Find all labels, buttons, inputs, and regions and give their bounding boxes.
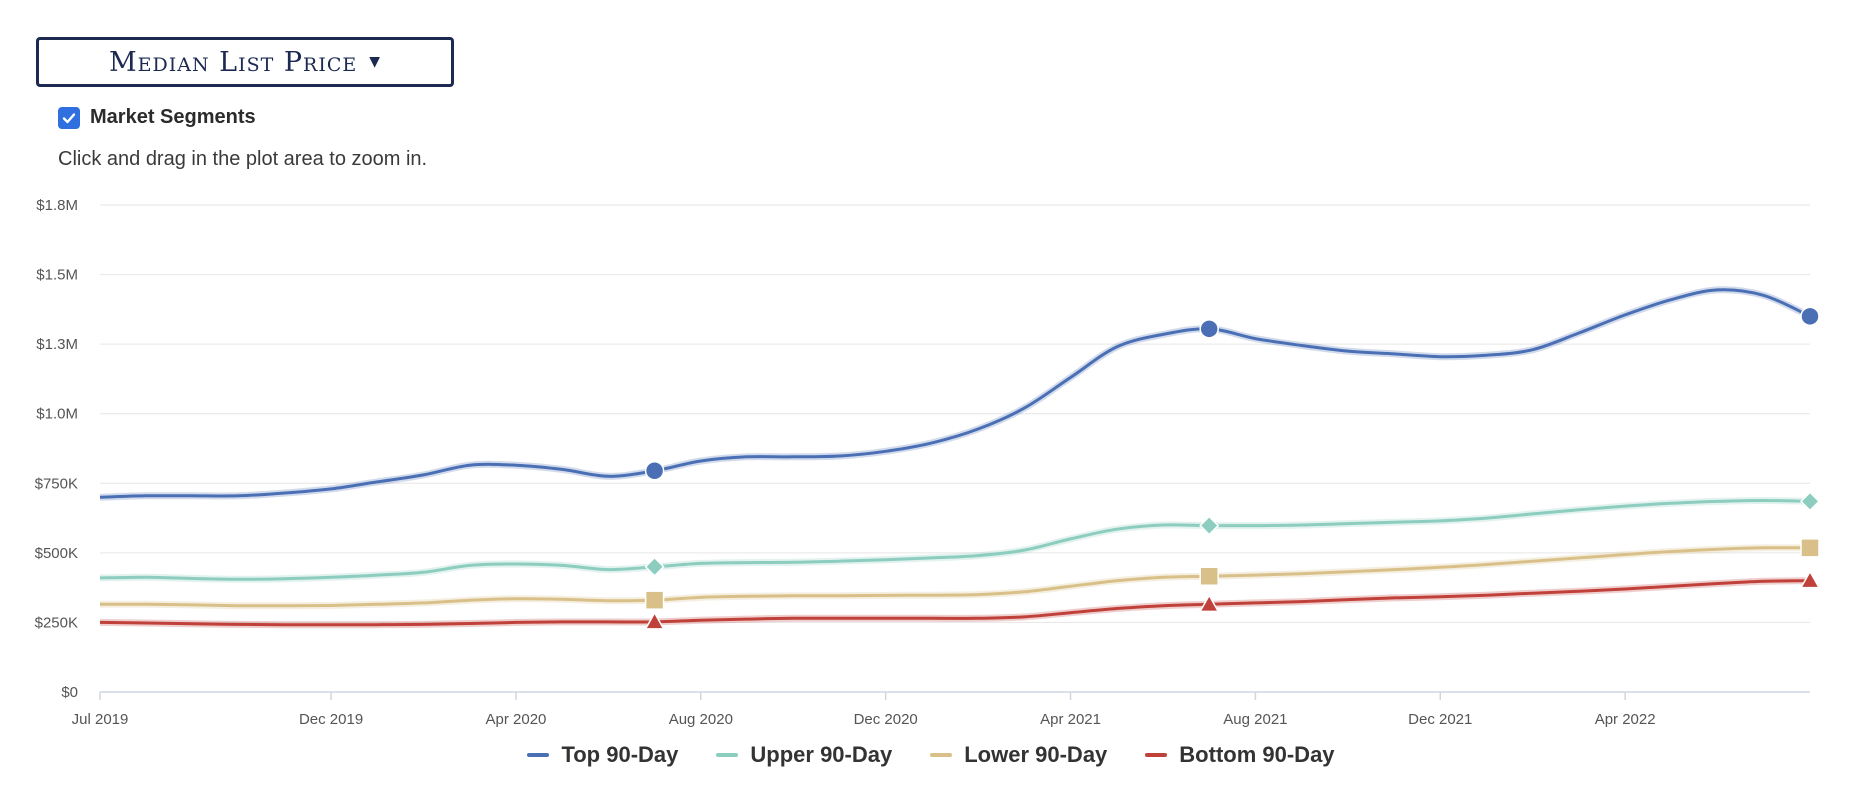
- market-segments-label: Market Segments: [90, 106, 256, 128]
- x-tick-label: Apr 2020: [486, 711, 547, 728]
- zoom-hint-text: Click and drag in the plot area to zoom …: [58, 148, 428, 170]
- series-line-bottom-90-day[interactable]: [99, 579, 1811, 627]
- legend-item-upper-90-day[interactable]: Upper 90-Day: [716, 742, 892, 768]
- legend-label: Upper 90-Day: [750, 742, 893, 767]
- x-tick-label: Dec 2019: [299, 711, 363, 728]
- y-tick-label: $1.5M: [36, 267, 78, 284]
- legend-swatch: [930, 753, 953, 757]
- legend-item-bottom-90-day[interactable]: Bottom 90-Day: [1145, 742, 1335, 768]
- metric-dropdown-button[interactable]: Median List Price ▼: [36, 37, 454, 87]
- x-tick-label: Dec 2021: [1408, 711, 1472, 728]
- y-tick-label: $1.3M: [36, 336, 78, 353]
- data-point-bottom-90-day[interactable]: [1198, 593, 1220, 613]
- x-tick-label: Jul 2019: [72, 711, 129, 728]
- data-point-bottom-90-day[interactable]: [644, 611, 665, 630]
- metric-dropdown-label: Median List Price: [108, 46, 358, 78]
- series-line-upper-90-day[interactable]: [99, 499, 1811, 581]
- data-point-top-90-day[interactable]: [644, 461, 665, 481]
- legend-label: Lower 90-Day: [964, 742, 1108, 767]
- x-tick-label: Apr 2022: [1595, 711, 1656, 728]
- market-segments-checkbox[interactable]: [58, 106, 80, 129]
- x-tick-label: Apr 2021: [1040, 711, 1101, 728]
- chart-legend: Top 90-Day Upper 90-Day Lower 90-Day Bottom…: [0, 742, 1862, 768]
- y-tick-label: $500K: [35, 545, 78, 562]
- legend-label: Bottom 90-Day: [1179, 742, 1335, 767]
- x-tick-label: Aug 2021: [1223, 711, 1287, 728]
- x-tick-label: Dec 2020: [854, 711, 918, 728]
- y-axis: $0 $250K $500K $750K $1.0M $1.3M $1.5M $1.8M: [35, 197, 78, 701]
- legend-swatch: [1145, 753, 1168, 757]
- legend-swatch: [716, 753, 739, 757]
- chart-series: [99, 286, 1821, 630]
- x-axis: Jul 2019 Dec 2019 Apr 2020 Aug 2020 Dec 2020…: [72, 691, 1810, 728]
- data-point-bottom-90-day[interactable]: [1799, 570, 1821, 589]
- series-line-top-90-day[interactable]: [99, 288, 1811, 499]
- y-tick-label: $750K: [35, 475, 78, 492]
- price-line-chart[interactable]: $0 $250K $500K $750K $1.0M $1.3M $1.5M $1.8M Ju…: [0, 180, 1862, 735]
- legend-swatch: [527, 753, 550, 757]
- data-point-upper-90-day[interactable]: [1199, 515, 1220, 536]
- market-segments-toggle[interactable]: Market Segments: [58, 106, 256, 129]
- chart-grid: [100, 204, 1810, 623]
- legend-item-top-90-day[interactable]: Top 90-Day: [527, 742, 678, 768]
- caret-down-icon: ▼: [369, 54, 382, 70]
- y-tick-label: $1.8M: [36, 197, 78, 214]
- y-tick-label: $0: [61, 684, 78, 701]
- legend-item-lower-90-day[interactable]: Lower 90-Day: [930, 742, 1107, 768]
- series-line-lower-90-day[interactable]: [99, 546, 1811, 608]
- x-tick-label: Aug 2020: [669, 711, 733, 728]
- data-point-top-90-day[interactable]: [1199, 319, 1219, 339]
- y-tick-label: $250K: [35, 614, 78, 631]
- data-point-lower-90-day[interactable]: [1800, 538, 1820, 558]
- data-point-lower-90-day[interactable]: [644, 590, 665, 610]
- check-icon: [62, 112, 76, 123]
- y-tick-label: $1.0M: [36, 406, 78, 423]
- data-point-lower-90-day[interactable]: [1199, 566, 1219, 586]
- data-point-upper-90-day[interactable]: [644, 556, 665, 577]
- data-point-upper-90-day[interactable]: [1799, 491, 1821, 512]
- series-halo-top-90-day: [99, 286, 1812, 501]
- data-point-top-90-day[interactable]: [1800, 306, 1820, 327]
- legend-label: Top 90-Day: [561, 742, 679, 767]
